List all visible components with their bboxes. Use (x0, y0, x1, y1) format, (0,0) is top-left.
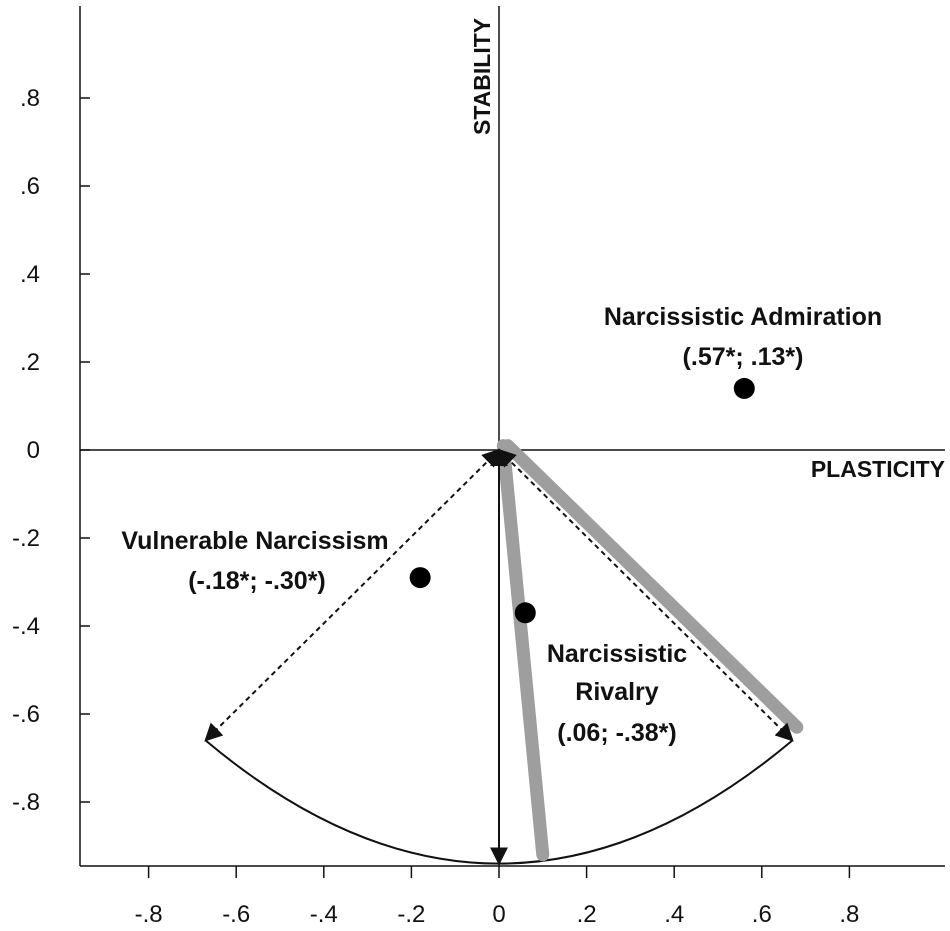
label-admiration: Narcissistic Admiration (604, 303, 882, 331)
y-tick-label: .6 (20, 173, 40, 200)
x-tick-label: -.8 (135, 901, 163, 928)
y-tick-label: -.2 (12, 525, 40, 552)
y-tick-label: -.4 (12, 613, 40, 640)
gray-line-steep (496, 439, 550, 862)
y-ticks: .8 .6 .4 .2 0 -.2 -.4 -.6 -.8 (12, 85, 90, 816)
data-point (514, 602, 536, 624)
y-tick-label: -.8 (12, 789, 40, 816)
y-tick-label: .4 (20, 261, 40, 288)
ylabel: STABILITY (469, 18, 495, 135)
vectors (204, 448, 794, 866)
y-tick-label: -.6 (12, 701, 40, 728)
x-tick-label: .4 (664, 901, 684, 928)
y-tick-label: .8 (20, 85, 40, 112)
data-point (409, 567, 431, 589)
y-tick-label: .2 (20, 349, 40, 376)
label-admiration-values: (.57*; .13*) (683, 343, 804, 371)
x-tick-label: .2 (577, 901, 597, 928)
label-admiration-name: Narcissistic Admiration (604, 303, 882, 331)
label-rivalry-mid: Rivalry (575, 678, 658, 706)
x-ticks: -.8 -.6 -.4 -.2 0 .2 .4 .6 .8 (135, 866, 859, 928)
x-tick-label: 0 (492, 901, 505, 928)
x-tick-label: .8 (839, 901, 859, 928)
label-vulnerable-values: (-.18*; -.30*) (188, 567, 326, 595)
x-tick-label: -.6 (222, 901, 250, 928)
label-rivalry: Narcissistic (547, 640, 687, 668)
label-rivalry-values: (.06; -.38*) (557, 719, 676, 747)
xlabel: PLASTICITY (811, 456, 945, 482)
y-tick-label: 0 (27, 437, 40, 464)
x-tick-label: .6 (752, 901, 772, 928)
label-vulnerable: Vulnerable Narcissism (121, 527, 388, 555)
dashed-vector-left (204, 448, 501, 742)
x-tick-label: -.2 (397, 901, 425, 928)
points (409, 377, 755, 624)
data-point (733, 377, 755, 399)
x-tick-label: -.4 (310, 901, 338, 928)
dashed-vector-right (497, 448, 794, 742)
